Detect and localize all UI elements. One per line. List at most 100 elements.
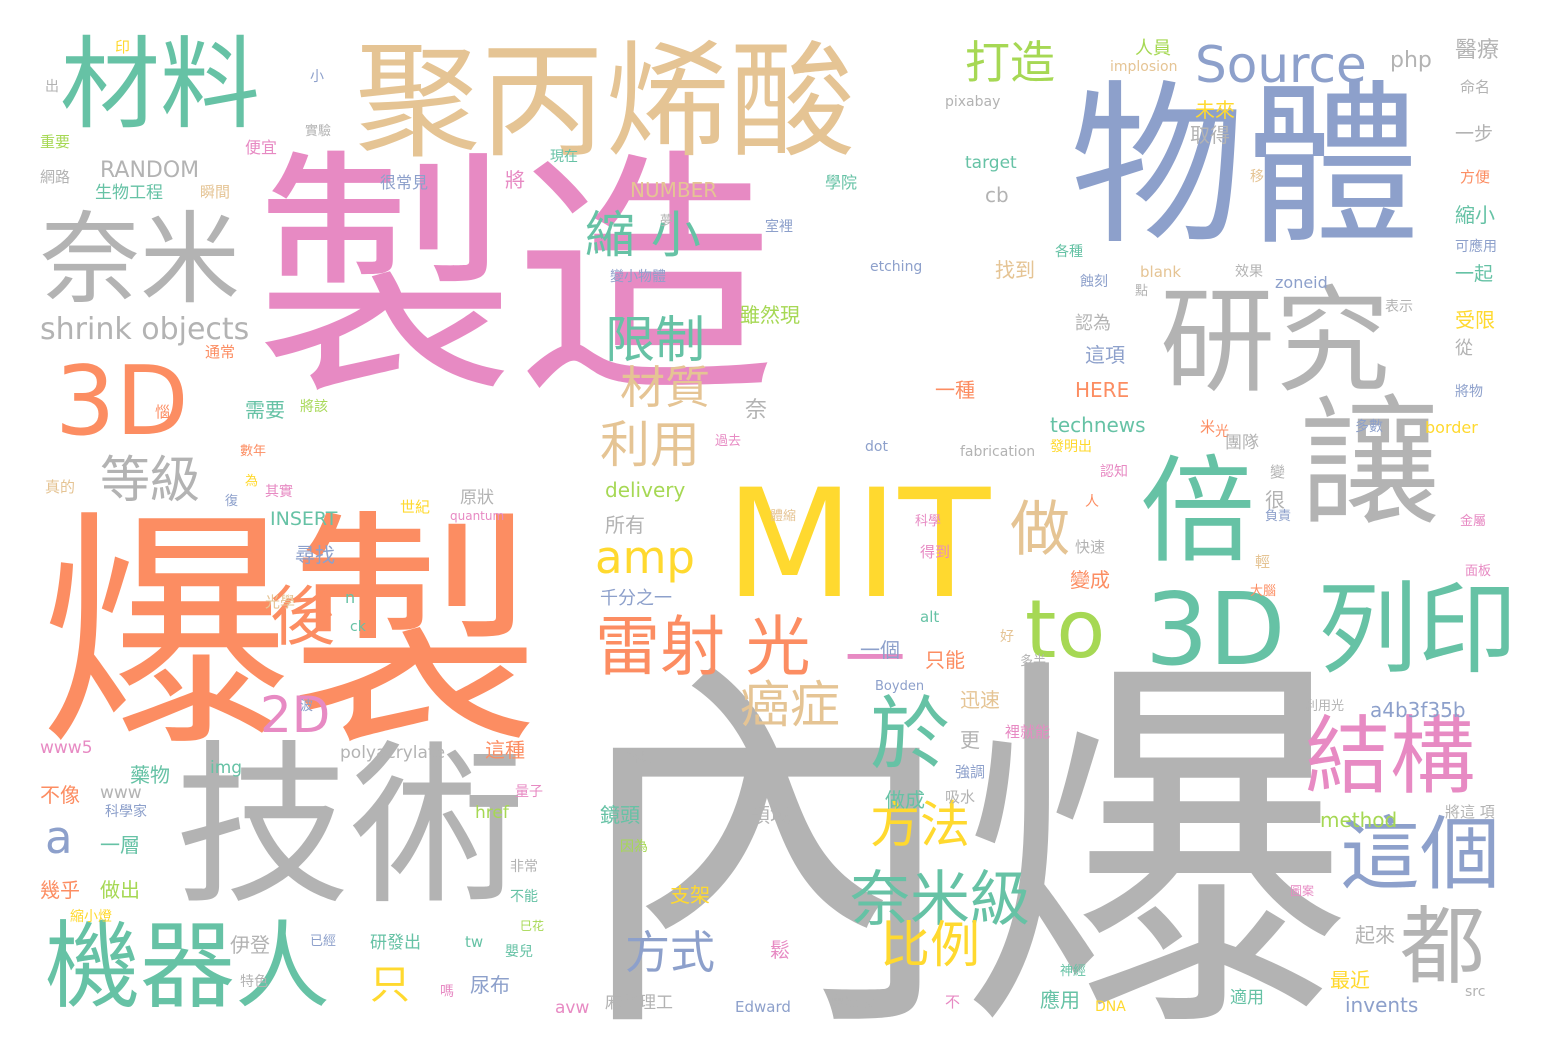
- word-172: 做出: [100, 878, 140, 902]
- word-178: 起來: [1355, 923, 1395, 947]
- word-141: 只能: [925, 648, 965, 672]
- word-109: 認知: [1100, 464, 1128, 480]
- word-4: MIT: [725, 458, 991, 632]
- word-33: 利用: [600, 416, 700, 474]
- word-133: n: [345, 588, 356, 607]
- word-31: 方法: [870, 796, 970, 854]
- word-137: ck: [350, 619, 366, 635]
- word-63: 將: [505, 168, 525, 192]
- word-142: 多半: [1020, 654, 1047, 669]
- word-144: 波: [300, 699, 314, 714]
- word-56: 便宜: [245, 138, 278, 157]
- word-8: 材料: [60, 26, 260, 143]
- word-104: 數年: [240, 444, 267, 459]
- word-9: 奈米: [40, 201, 240, 318]
- word-181: 研發出: [370, 933, 421, 953]
- word-44: 未來: [1195, 98, 1235, 122]
- word-129: 輕: [1255, 553, 1271, 571]
- word-106: dot: [865, 439, 888, 455]
- word-72: 室裡: [765, 219, 793, 235]
- word-125: 金屬: [1460, 514, 1487, 529]
- word-61: 瞬間: [200, 183, 231, 201]
- word-82: 表示: [1385, 299, 1413, 315]
- word-139: 好: [1000, 629, 1014, 645]
- word-101: border: [1425, 418, 1478, 437]
- word-11: 讓: [1300, 383, 1441, 546]
- word-174: 圖案: [1290, 884, 1315, 898]
- word-81: zoneid: [1275, 273, 1328, 292]
- word-55: 重要: [40, 133, 71, 151]
- word-157: 不像: [40, 783, 80, 807]
- word-110: 變: [1270, 463, 1286, 481]
- word-85: 雖然現: [740, 303, 800, 327]
- word-103: 團隊: [1225, 433, 1259, 453]
- word-184: tw: [465, 933, 484, 951]
- word-124: 負責: [1265, 509, 1292, 524]
- word-126: INSERT: [270, 508, 338, 530]
- word-52: 小: [310, 69, 324, 85]
- word-98: technews: [1050, 413, 1146, 437]
- word-87: 認為: [1075, 313, 1111, 334]
- word-29: 縮 小: [585, 206, 701, 264]
- word-128: 快速: [1075, 538, 1106, 556]
- word-49: pixabay: [945, 94, 1001, 110]
- word-167: 鏡頭: [600, 803, 640, 827]
- word-169: 因為: [620, 839, 648, 855]
- word-46: 人員: [1135, 38, 1171, 59]
- word-73: 可應用: [1455, 239, 1497, 255]
- word-30: 癌症: [740, 676, 840, 734]
- word-2: 內爆: [570, 626, 1350, 1052]
- word-185: 神經: [1060, 964, 1087, 979]
- word-122: 科學: [915, 514, 942, 529]
- word-34: 材質: [620, 361, 711, 414]
- word-10: 研究: [1160, 275, 1391, 409]
- word-193: 麻省理工: [605, 993, 673, 1013]
- word-13: 3D: [55, 347, 189, 457]
- word-60: 生物工程: [95, 183, 163, 203]
- word-154: 藥物: [130, 763, 170, 787]
- word-86: 受限: [1455, 308, 1495, 332]
- word-146: 利用光: [1305, 699, 1345, 714]
- word-130: 變成: [1070, 568, 1110, 592]
- word-118: 世紀: [400, 498, 431, 516]
- word-48: 命名: [1460, 78, 1491, 96]
- word-138: alt: [920, 608, 940, 626]
- word-134: 千分之一: [600, 588, 672, 609]
- word-114: 原狀: [460, 488, 494, 508]
- word-151: 容易: [625, 748, 656, 766]
- word-108: 發明出: [1050, 439, 1092, 455]
- word-5: 物體: [1070, 66, 1420, 269]
- word-182: 嬰兒: [505, 944, 533, 960]
- word-64: 學院: [825, 173, 858, 192]
- word-168: 一層: [100, 833, 140, 857]
- word-95: 需要: [245, 398, 285, 422]
- word-83: 蝕刻: [1080, 274, 1108, 290]
- word-23: 奈米級: [850, 865, 1030, 935]
- word-143: Boyden: [875, 679, 925, 694]
- word-92: 一種: [935, 378, 975, 402]
- word-22: 都: [1400, 898, 1486, 997]
- word-123: 人: [1085, 494, 1099, 510]
- word-195: 專家波: [830, 993, 876, 1011]
- word-190: 應用: [1040, 988, 1080, 1012]
- word-107: fabrication: [960, 444, 1036, 460]
- word-59: 網路: [40, 168, 71, 186]
- word-148: www5: [40, 738, 93, 758]
- word-79: 效果: [1235, 264, 1263, 280]
- word-158: www: [100, 783, 142, 803]
- word-14: to: [1025, 583, 1106, 676]
- word-66: NUMBER: [630, 178, 718, 202]
- word-80: 一起: [1455, 263, 1494, 285]
- word-74: 變小物體: [610, 269, 666, 285]
- word-38: 2D: [260, 686, 331, 744]
- word-12: 倍: [1140, 445, 1256, 579]
- word-160: 吸水: [945, 788, 976, 806]
- word-21: 一: [845, 625, 905, 695]
- word-27: 等級: [100, 451, 200, 509]
- word-39: a: [45, 811, 73, 864]
- word-159: 量子: [515, 784, 543, 800]
- word-162: 科學家: [105, 804, 147, 820]
- word-70: 縮小: [1455, 203, 1495, 227]
- word-36: 方式: [625, 926, 716, 979]
- word-37: 只: [370, 962, 410, 1008]
